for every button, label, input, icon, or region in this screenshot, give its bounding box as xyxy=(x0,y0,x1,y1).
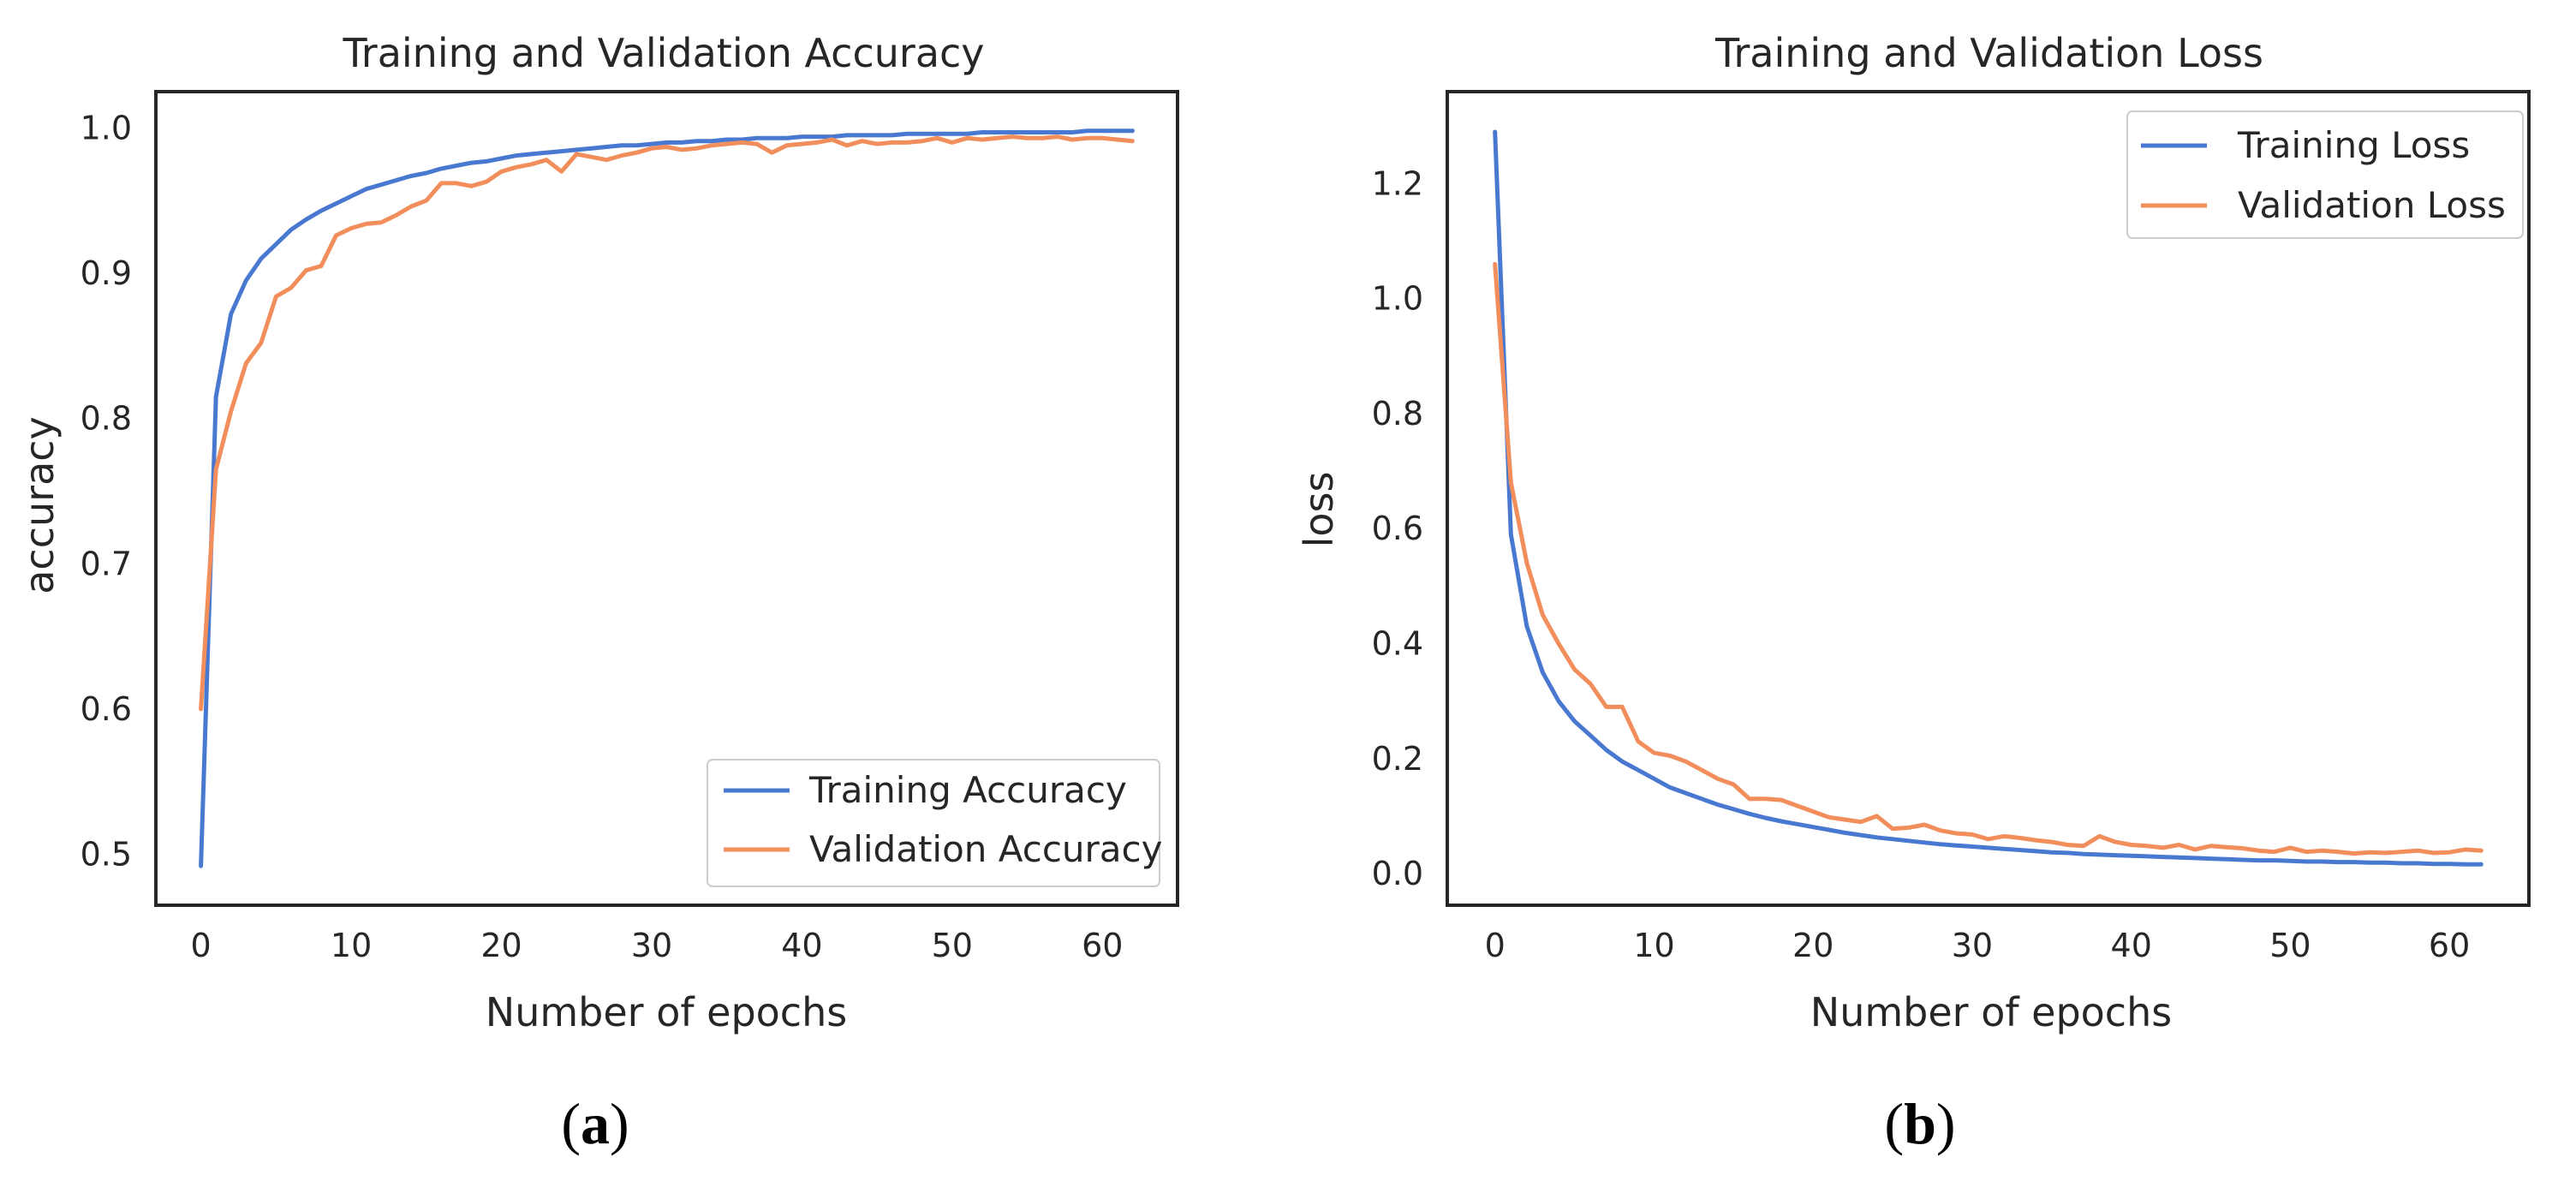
loss-y-tick-label: 0.8 xyxy=(1372,395,1423,432)
loss-x-tick-label: 30 xyxy=(1952,927,1993,964)
panel-b-caption: (b) xyxy=(1884,1091,1955,1156)
loss-x-tick-label: 40 xyxy=(2111,927,2152,964)
accuracy-y-axis-label: accuracy xyxy=(16,416,63,594)
accuracy-legend-box xyxy=(707,759,1160,887)
accuracy-x-tick-label: 60 xyxy=(1082,927,1123,964)
accuracy-y-tick-label: 0.7 xyxy=(80,545,132,582)
accuracy-y-tick-label: 1.0 xyxy=(80,109,132,146)
panel-a-caption: (a) xyxy=(561,1091,629,1156)
loss-y-tick-label: 0.4 xyxy=(1372,625,1423,663)
accuracy-legend: Training Accuracy Validation Accuracy xyxy=(707,759,1163,887)
accuracy-plot-frame xyxy=(154,90,1179,907)
accuracy-legend-label-training: Training Accuracy xyxy=(808,769,1127,811)
loss-x-axis-label: Number of epochs xyxy=(1810,989,2172,1035)
loss-x-tick-label: 20 xyxy=(1792,927,1834,964)
accuracy-x-tick-label: 20 xyxy=(480,927,522,964)
accuracy-x-tick-label: 40 xyxy=(781,927,822,964)
accuracy-y-tick-label: 0.8 xyxy=(80,400,132,438)
loss-y-axis-label: loss xyxy=(1296,472,1342,548)
accuracy-y-tick-label: 0.9 xyxy=(80,254,132,292)
loss-y-tick-label: 0.6 xyxy=(1372,510,1423,547)
loss-x-tick-label: 50 xyxy=(2269,927,2311,964)
accuracy-y-tick-label: 0.5 xyxy=(80,836,132,874)
loss-plot-frame xyxy=(1446,90,2531,907)
loss-y-ticks: 0.0 0.2 0.4 0.6 0.8 1.0 1.2 xyxy=(1372,164,1423,892)
accuracy-series-validation-accuracy xyxy=(199,134,1135,712)
loss-x-tick-label: 0 xyxy=(1485,927,1506,964)
loss-legend-box xyxy=(2126,110,2524,239)
accuracy-x-axis-label: Number of epochs xyxy=(486,989,847,1035)
loss-x-tick-label: 10 xyxy=(1633,927,1674,964)
loss-series-validation-loss xyxy=(1493,261,2484,856)
loss-x-tick-label: 60 xyxy=(2429,927,2470,964)
loss-chart: Training and Validation Loss 0 10 20 30 40 50… xyxy=(1296,30,2531,1156)
loss-y-tick-label: 0.0 xyxy=(1372,855,1423,892)
accuracy-x-tick-label: 10 xyxy=(331,927,372,964)
accuracy-chart-title: Training and Validation Accuracy xyxy=(342,30,984,76)
loss-series-lines xyxy=(1493,129,2484,867)
loss-y-tick-label: 0.2 xyxy=(1372,740,1423,778)
loss-y-tick-label: 1.2 xyxy=(1372,164,1423,202)
loss-chart-title: Training and Validation Loss xyxy=(1714,30,2263,76)
accuracy-x-tick-label: 50 xyxy=(932,927,973,964)
accuracy-x-tick-label: 30 xyxy=(631,927,672,964)
accuracy-series-training-accuracy xyxy=(199,128,1135,868)
loss-x-ticks: 0 10 20 30 40 50 60 xyxy=(1485,927,2471,964)
accuracy-y-tick-label: 0.6 xyxy=(80,690,132,728)
accuracy-x-ticks: 0 10 20 30 40 50 60 xyxy=(191,927,1124,964)
loss-y-tick-label: 1.0 xyxy=(1372,280,1423,318)
accuracy-series-lines xyxy=(199,128,1135,868)
loss-series-training-loss xyxy=(1493,129,2484,867)
accuracy-legend-label-validation: Validation Accuracy xyxy=(809,828,1163,870)
loss-legend-label-validation: Validation Loss xyxy=(2238,184,2506,226)
accuracy-x-tick-label: 0 xyxy=(191,927,212,964)
accuracy-y-ticks: 0.5 0.6 0.7 0.8 0.9 1.0 xyxy=(80,109,132,873)
loss-legend: Training Loss Validation Loss xyxy=(2126,110,2524,239)
loss-legend-label-training: Training Loss xyxy=(2237,124,2470,166)
accuracy-chart: Training and Validation Accuracy 0 10 20 30… xyxy=(16,30,1179,1156)
